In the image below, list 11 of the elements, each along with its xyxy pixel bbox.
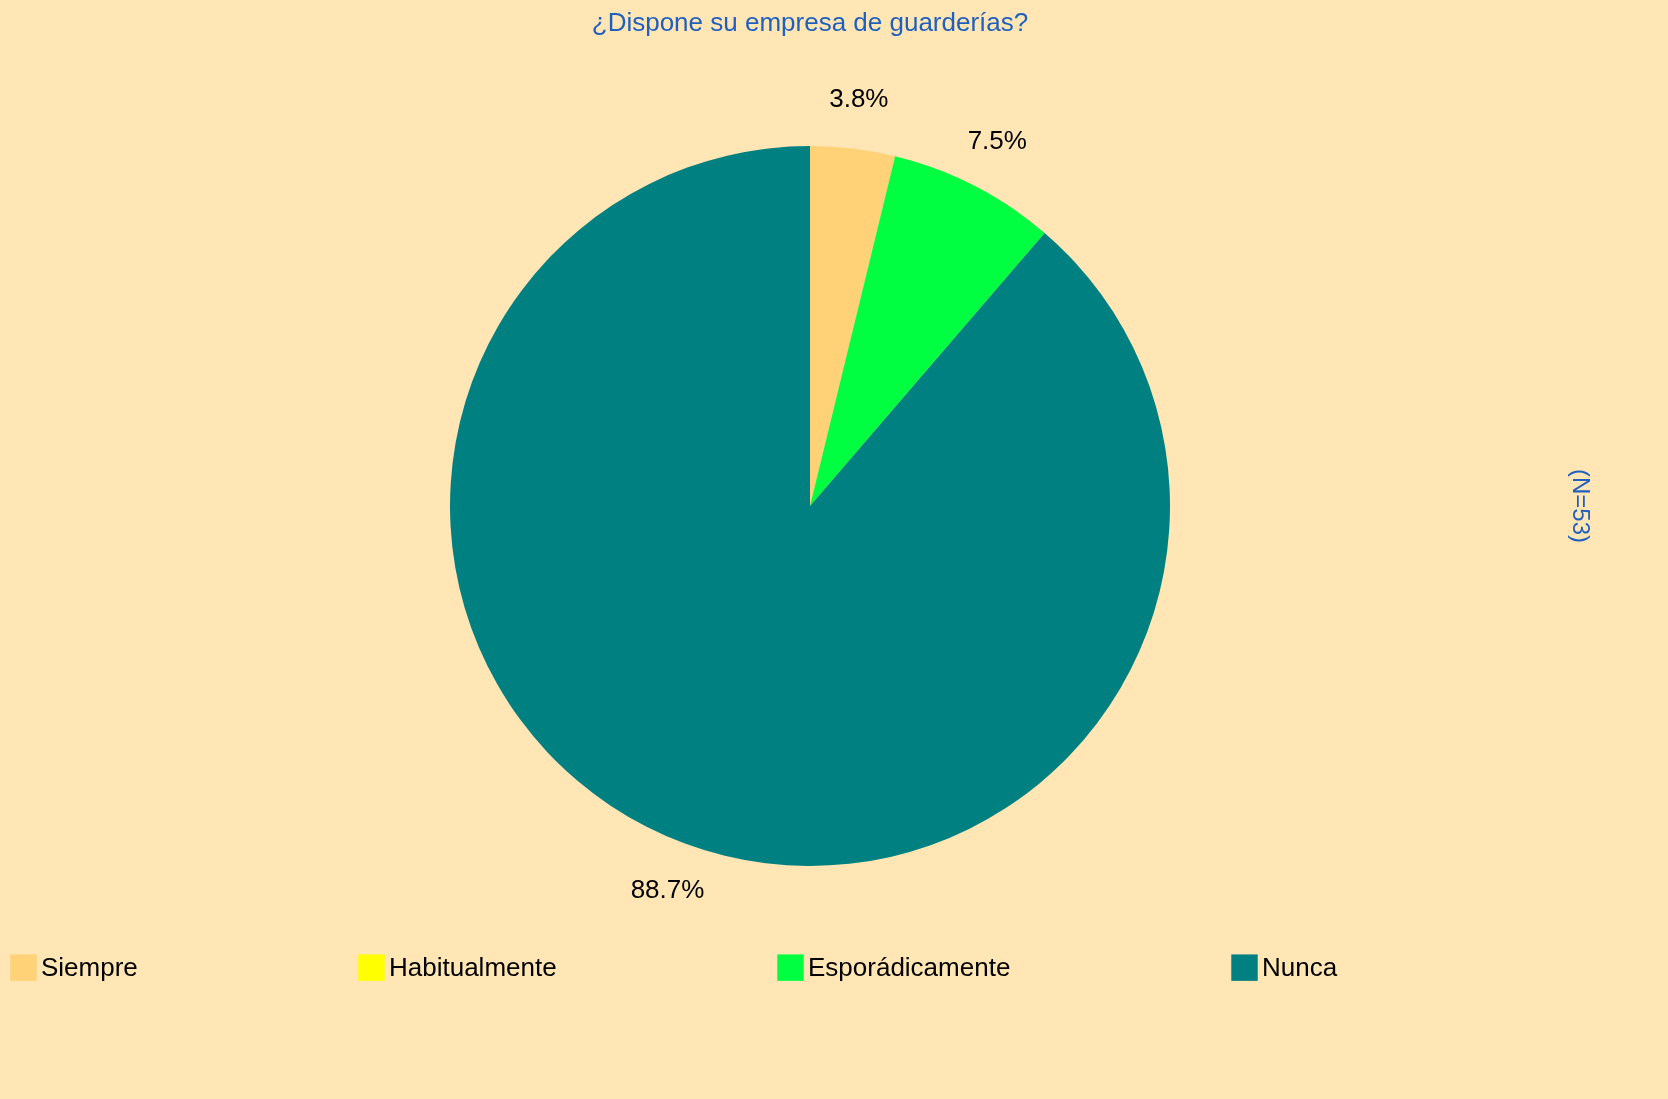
chart-title: ¿Dispone su empresa de guarderías? (591, 7, 1029, 37)
legend-label: Nunca (1262, 951, 1338, 982)
text: (N=53) (1568, 468, 1595, 544)
data-label: 7.5% (967, 125, 1027, 156)
pie-slice (810, 146, 896, 506)
pie-slice (810, 156, 1045, 506)
data-label: 88.7% (630, 874, 705, 905)
data-label: 3.8% (829, 82, 889, 113)
legend-label: Siempre (41, 951, 138, 982)
legend-label: Habitualmente (389, 951, 557, 982)
legend-label: Esporádicamente (808, 951, 1011, 982)
